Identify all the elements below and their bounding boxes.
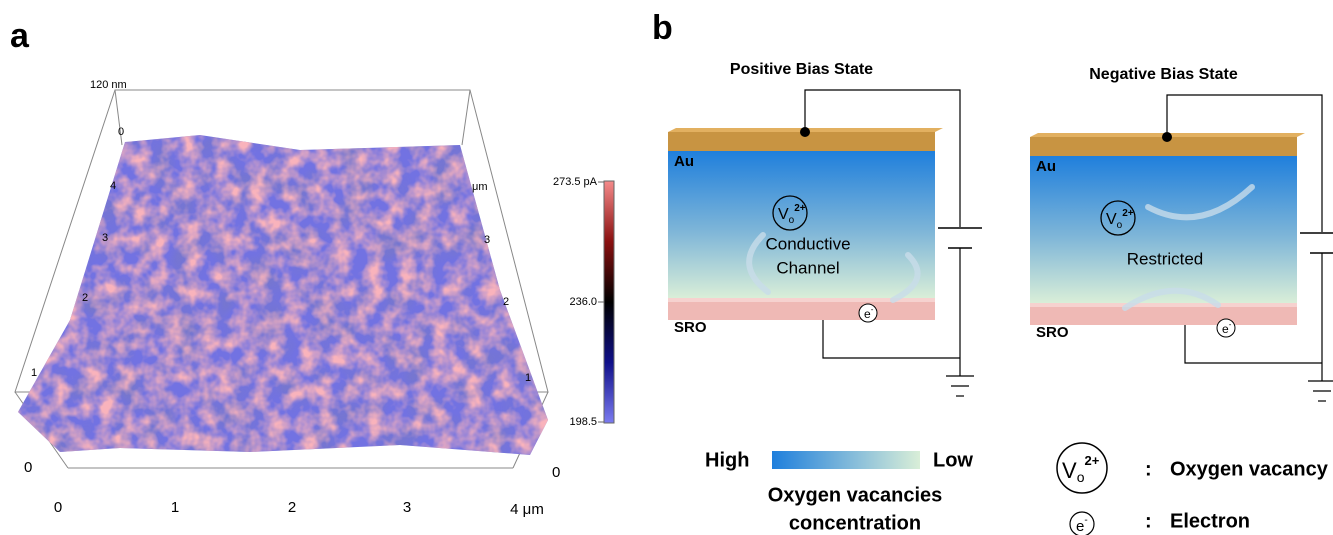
z-label: 0 bbox=[118, 126, 124, 138]
wire bbox=[823, 320, 960, 358]
y-tick-label: 1 bbox=[525, 372, 531, 384]
legend-separator: : bbox=[1145, 510, 1152, 532]
ion-symbol: V bbox=[1062, 458, 1077, 483]
state-title: Negative Bias State bbox=[1089, 66, 1238, 83]
electron-sup: - bbox=[1229, 320, 1232, 329]
legend-gradient bbox=[772, 451, 920, 469]
x-tick-label: 3 bbox=[403, 499, 411, 516]
state-title: Positive Bias State bbox=[730, 61, 873, 78]
ion-sup: 2+ bbox=[1084, 453, 1099, 468]
state-label: Restricted bbox=[1127, 249, 1204, 268]
y-tick-label: 2 bbox=[82, 292, 88, 304]
x-tick-label: 0 bbox=[54, 499, 62, 516]
ion-symbol: V bbox=[1106, 211, 1117, 228]
oxide-layer bbox=[1030, 156, 1297, 303]
state-label: Conductive bbox=[765, 234, 850, 253]
legend-separator: : bbox=[1145, 458, 1152, 480]
devices: Positive Bias StateAuSROVo2+e-Conductive… bbox=[668, 61, 1333, 401]
y-tick-label: 3 bbox=[102, 232, 108, 244]
panel-label: a bbox=[10, 17, 30, 55]
box-edge bbox=[462, 90, 470, 145]
colorbar-ticks bbox=[598, 182, 604, 422]
y-tick-label: 3 bbox=[484, 234, 490, 246]
y-unit: μm bbox=[472, 181, 488, 193]
electron-sup: - bbox=[871, 305, 874, 314]
au-label: Au bbox=[674, 153, 694, 170]
wire bbox=[1185, 325, 1322, 363]
colorbar-label: 273.5 pA bbox=[553, 176, 598, 188]
x-tick-label: 4 μm bbox=[510, 501, 544, 518]
colorbar-label: 198.5 bbox=[569, 416, 597, 428]
sro-side bbox=[1030, 303, 1297, 307]
x-tick-label: 2 bbox=[288, 499, 296, 516]
au-label: Au bbox=[1036, 158, 1056, 175]
legend-high: High bbox=[705, 449, 749, 471]
sro-label: SRO bbox=[674, 319, 707, 336]
ion-sub: o bbox=[789, 215, 795, 226]
y-tick-label: 2 bbox=[503, 296, 509, 308]
ion-sup: 2+ bbox=[794, 203, 806, 214]
panel-label: b bbox=[652, 9, 673, 47]
y-tick-label: 4 bbox=[110, 180, 116, 192]
ion-symbol: V bbox=[778, 206, 789, 223]
ion-sub: o bbox=[1077, 469, 1085, 485]
legend-caption: Oxygen vacancies bbox=[768, 484, 943, 506]
legend-label: Oxygen vacancy bbox=[1170, 458, 1329, 480]
origin-label: 0 bbox=[552, 464, 560, 481]
legend-low: Low bbox=[933, 449, 973, 471]
electron-sup: - bbox=[1084, 515, 1087, 526]
contact bbox=[800, 127, 810, 137]
y-tick-label: 1 bbox=[31, 367, 37, 379]
colorbar-label: 236.0 bbox=[569, 296, 597, 308]
x-tick-label: 1 bbox=[171, 499, 179, 516]
state-label: Channel bbox=[776, 258, 839, 277]
sro-label: SRO bbox=[1036, 324, 1069, 341]
legend-caption: concentration bbox=[789, 512, 921, 534]
ion-sub: o bbox=[1117, 220, 1123, 231]
contact bbox=[1162, 132, 1172, 142]
afm-hotspots bbox=[18, 135, 548, 455]
electron-symbol: e bbox=[1076, 518, 1084, 535]
colorbar bbox=[604, 181, 614, 423]
ion-sup: 2+ bbox=[1122, 208, 1134, 219]
legend-label: Electron bbox=[1170, 510, 1250, 532]
figure: a 120 nm 0 4 3 2 1 μm 3 2 1 0 0 0 1 2 3 … bbox=[0, 0, 1333, 535]
z-label: 120 nm bbox=[90, 79, 127, 91]
origin-label: 0 bbox=[24, 459, 32, 476]
